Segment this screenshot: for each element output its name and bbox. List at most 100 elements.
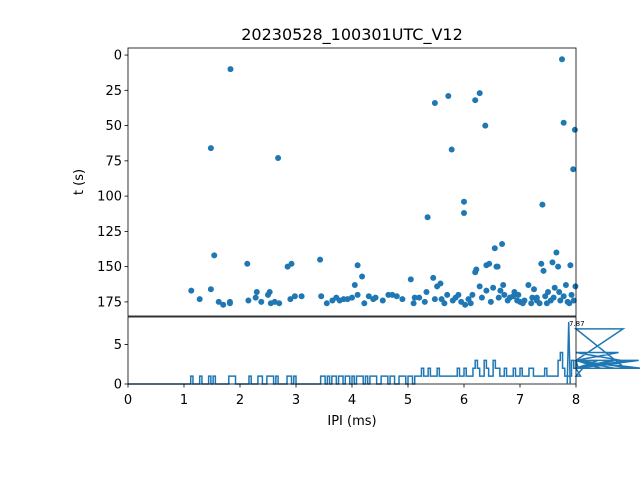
scatter-point: [555, 263, 562, 270]
scatter-y-tick-label: 175: [97, 295, 122, 310]
scatter-point: [411, 294, 418, 301]
scatter-point: [529, 294, 536, 301]
scatter-point: [567, 262, 574, 269]
scatter-point: [553, 249, 560, 256]
scatter-point: [551, 284, 558, 291]
scatter-point: [431, 100, 438, 107]
scatter-point: [500, 281, 507, 288]
scatter-point: [560, 119, 567, 126]
scatter-point: [491, 245, 498, 252]
scatter-point: [495, 294, 502, 301]
scatter-point: [437, 280, 444, 287]
scatter-point: [562, 281, 569, 288]
scatter-point: [455, 291, 462, 298]
histogram-x-tick-label: 8: [572, 393, 580, 408]
scatter-point: [469, 291, 476, 298]
scatter-frame: [127, 47, 577, 317]
scatter-point: [494, 263, 501, 270]
scatter-point: [211, 252, 218, 259]
scatter-point: [252, 294, 259, 301]
scatter-y-tick-label: 100: [97, 190, 122, 205]
scatter-point: [288, 260, 295, 267]
scatter-point: [226, 298, 233, 305]
scatter-point: [323, 300, 330, 307]
scatter-point: [521, 297, 528, 304]
scatter-point: [207, 145, 214, 152]
scatter-point: [318, 293, 325, 300]
histogram-y-tick-label: 0: [114, 378, 122, 393]
histogram-x-tick-label: 6: [460, 393, 468, 408]
histogram-x-tick-label: 0: [124, 393, 132, 408]
scatter-point: [501, 291, 508, 298]
scatter-point: [444, 291, 451, 298]
scatter-point: [550, 294, 557, 301]
scatter-point: [560, 293, 567, 300]
scatter-point: [399, 296, 406, 303]
histogram-x-axis-label: IPI (ms): [327, 414, 376, 429]
scatter-point: [540, 267, 547, 274]
scatter-point: [462, 301, 469, 308]
scatter-point: [486, 260, 493, 267]
histogram-y-tick-label: 5: [114, 338, 122, 353]
scatter-point: [476, 283, 483, 290]
scatter-point: [568, 291, 575, 298]
scatter-point: [372, 294, 379, 301]
scatter-point: [379, 297, 386, 304]
scatter-point: [424, 214, 431, 221]
histogram-x-tick-label: 7: [516, 393, 524, 408]
histogram-line: [128, 328, 640, 385]
scatter-point: [349, 294, 355, 301]
scatter-point: [351, 281, 358, 288]
scatter-point: [490, 284, 497, 291]
scatter-point: [266, 289, 273, 296]
scatter-point: [533, 297, 540, 304]
chart-title: 20230528_100301UTC_V12: [241, 25, 463, 45]
scatter-point: [430, 274, 437, 281]
histogram-x-tick-label: 4: [348, 393, 356, 408]
scatter-point: [207, 286, 214, 293]
scatter-point: [407, 276, 414, 283]
scatter-y-tick-label: 75: [105, 154, 122, 169]
scatter-point: [393, 293, 400, 300]
scatter-point: [227, 66, 234, 73]
scatter-point: [445, 92, 452, 99]
scatter-point: [572, 283, 579, 290]
scatter-panel: 20230528_100301UTC_V12 0 25 50 75 100 125 150 1…: [72, 25, 579, 317]
histogram-x-tick-label: 3: [292, 393, 300, 408]
scatter-point: [196, 296, 203, 303]
scatter-point: [515, 291, 522, 298]
scatter-point: [556, 289, 563, 296]
scatter-point: [472, 97, 479, 104]
scatter-point: [431, 296, 438, 303]
scatter-point: [483, 287, 490, 294]
scatter-point: [354, 291, 361, 298]
scatter-points: [188, 56, 579, 308]
scatter-point: [423, 289, 430, 296]
scatter-point: [244, 260, 251, 267]
scatter-point: [473, 266, 480, 273]
scatter-point: [317, 256, 324, 263]
scatter-point: [467, 300, 474, 307]
scatter-point: [365, 293, 372, 300]
scatter-point: [539, 201, 546, 208]
scatter-point: [570, 297, 577, 304]
scatter-point: [287, 296, 294, 303]
scatter-point: [275, 155, 282, 162]
histogram-x-tick-label: 5: [404, 393, 412, 408]
histogram-peak-spike: [566, 321, 571, 385]
scatter-point: [538, 260, 545, 267]
scatter-point: [497, 287, 504, 294]
scatter-point: [441, 300, 448, 307]
scatter-point: [461, 198, 467, 205]
scatter-point: [298, 293, 305, 300]
histogram-x-tick-label: 2: [236, 393, 244, 408]
scatter-point: [215, 298, 222, 305]
histogram-y-ticks: 05: [114, 338, 128, 393]
scatter-point: [531, 286, 537, 293]
scatter-y-ticks: 0 25 50 75 100 125 150 175: [97, 49, 128, 310]
scatter-point: [487, 298, 494, 305]
scatter-point: [478, 294, 485, 301]
scatter-point: [220, 301, 227, 308]
